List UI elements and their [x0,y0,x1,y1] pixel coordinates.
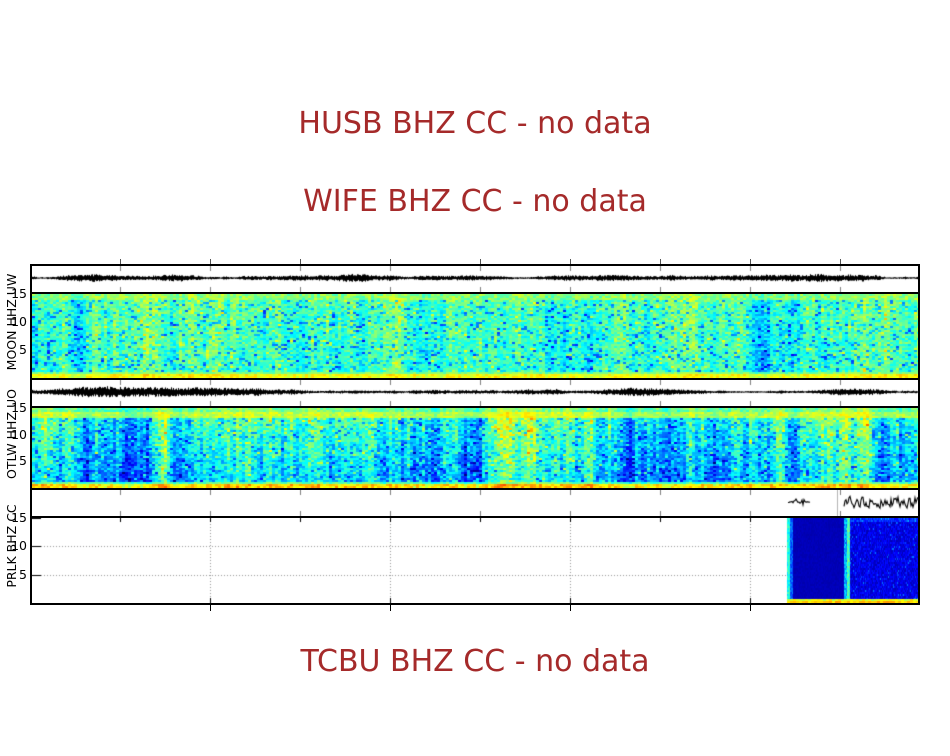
moon-spectrogram-canvas [32,294,918,378]
prlk-ytick-5: 5 [19,567,27,582]
time-minor-tick [300,259,301,264]
otlw-ytick-15: 15 [11,400,27,415]
moon-spectrogram-strip [32,292,918,378]
plot-block [30,264,920,605]
time-major-tick [210,605,211,611]
time-minor-tick [750,259,751,264]
title-husb-no-data: HUSB BHZ CC - no data [298,106,652,141]
moon-ytick-15: 15 [11,286,27,301]
otlw-ytick-5: 5 [19,453,27,468]
moon-trace-strip [32,266,918,292]
otlw-spectrogram-canvas [32,408,918,488]
otlw-trace-strip [32,378,918,406]
time-minor-tick [480,259,481,264]
time-minor-tick [840,259,841,264]
prlk-station-label: PRLK BHZ CC [4,504,19,588]
prlk-ytick-15: 15 [11,510,27,525]
title-tcbu-no-data: TCBU BHZ CC - no data [300,644,650,679]
title-wife-no-data: WIFE BHZ CC - no data [303,184,647,219]
time-minor-tick [210,259,211,264]
prlk-spectrogram-strip [32,516,918,603]
prlk-trace-canvas [32,490,918,516]
otlw-trace-canvas [32,380,918,406]
time-major-tick [390,605,391,611]
otlw-spectrogram-strip [32,406,918,488]
moon-trace-canvas [32,266,918,292]
time-minor-tick [390,259,391,264]
time-minor-tick [660,259,661,264]
time-minor-tick [570,259,571,264]
otlw-ytick-10: 10 [11,427,27,442]
time-major-tick [570,605,571,611]
prlk-spectrogram-canvas [32,518,918,603]
moon-ytick-10: 10 [11,314,27,329]
moon-ytick-5: 5 [19,342,27,357]
prlk-ytick-10: 10 [11,538,27,553]
time-major-tick [750,605,751,611]
time-minor-tick [120,259,121,264]
prlk-trace-strip [32,488,918,516]
